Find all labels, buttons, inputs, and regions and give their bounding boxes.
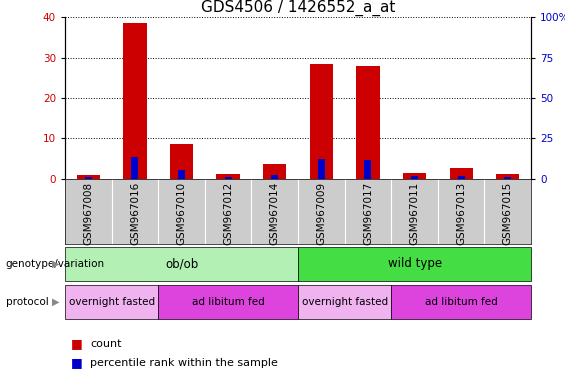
Text: GSM967010: GSM967010 — [176, 182, 186, 245]
Bar — [458, 176, 464, 179]
Bar — [225, 177, 232, 179]
Bar — [450, 169, 473, 179]
Text: GSM967011: GSM967011 — [410, 182, 420, 245]
Bar — [505, 177, 511, 179]
Bar — [298, 285, 392, 319]
Bar — [158, 285, 298, 319]
Bar — [216, 174, 240, 179]
Bar — [132, 157, 138, 179]
Text: GSM967015: GSM967015 — [503, 182, 513, 245]
Bar — [411, 176, 418, 179]
Bar — [496, 174, 519, 179]
Title: GDS4506 / 1426552_a_at: GDS4506 / 1426552_a_at — [201, 0, 396, 16]
Bar — [85, 177, 92, 179]
Text: ▶: ▶ — [52, 259, 59, 269]
Text: count: count — [90, 339, 122, 349]
Text: overnight fasted: overnight fasted — [68, 297, 155, 307]
Text: protocol: protocol — [6, 297, 49, 307]
Bar — [123, 23, 146, 179]
Text: ▶: ▶ — [52, 297, 59, 307]
Text: GSM967017: GSM967017 — [363, 182, 373, 245]
Text: ob/ob: ob/ob — [165, 257, 198, 270]
Text: GSM967009: GSM967009 — [316, 182, 327, 245]
Text: GSM967008: GSM967008 — [83, 182, 93, 245]
Bar — [310, 64, 333, 179]
Text: percentile rank within the sample: percentile rank within the sample — [90, 358, 279, 368]
Text: ad libitum fed: ad libitum fed — [425, 297, 498, 307]
Bar — [364, 160, 371, 179]
Bar — [170, 144, 193, 179]
Text: GSM967013: GSM967013 — [456, 182, 466, 245]
Bar — [77, 175, 100, 179]
Text: GSM967016: GSM967016 — [130, 182, 140, 245]
Bar — [357, 66, 380, 179]
Text: ■: ■ — [71, 337, 82, 350]
Text: ■: ■ — [71, 356, 82, 369]
Bar — [271, 175, 278, 179]
Bar — [318, 159, 325, 179]
Text: GSM967012: GSM967012 — [223, 182, 233, 245]
Text: wild type: wild type — [388, 257, 442, 270]
Bar — [298, 247, 531, 281]
Bar — [65, 285, 158, 319]
Bar — [403, 172, 426, 179]
Text: ad libitum fed: ad libitum fed — [192, 297, 264, 307]
Bar — [65, 247, 298, 281]
Text: genotype/variation: genotype/variation — [6, 259, 105, 269]
Bar — [178, 170, 185, 179]
Bar — [392, 285, 531, 319]
Text: overnight fasted: overnight fasted — [302, 297, 388, 307]
Text: GSM967014: GSM967014 — [270, 182, 280, 245]
Bar — [263, 164, 286, 179]
